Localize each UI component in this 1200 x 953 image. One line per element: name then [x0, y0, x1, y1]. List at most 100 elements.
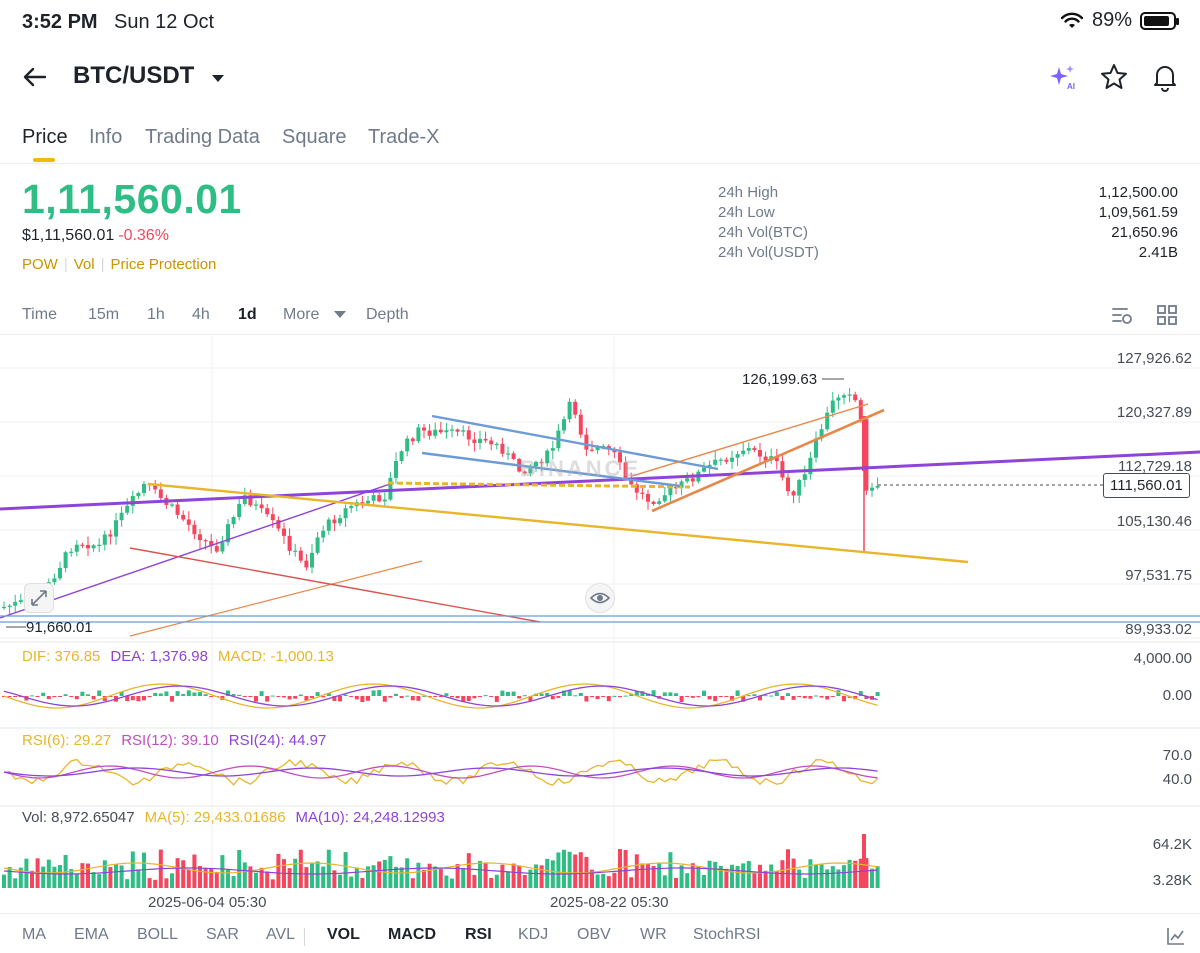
candle-body — [657, 501, 662, 504]
macd-bar — [864, 696, 869, 700]
macd-bar — [321, 696, 326, 698]
candle-body — [494, 443, 499, 446]
indicator-ma[interactable]: MA — [22, 926, 46, 943]
volume-bar — [758, 864, 762, 888]
candle-body — [326, 519, 331, 531]
macd-bar — [674, 693, 678, 696]
volume-bar — [853, 860, 858, 888]
volume-bar — [870, 868, 874, 888]
low-label: 91,660.01 — [26, 619, 93, 636]
macd-bar — [517, 696, 522, 699]
chart-area[interactable]: BINANCE 126,199.63 91,660.01 127,926.62 … — [0, 336, 1200, 892]
macd-bar — [550, 696, 555, 700]
macd-bar — [679, 696, 684, 702]
ai-sparkle-icon[interactable]: AI — [1048, 62, 1078, 92]
volume-bar — [483, 862, 488, 888]
expand-icon[interactable] — [24, 583, 54, 613]
indicator-boll[interactable]: BOLL — [137, 926, 178, 943]
volume-bar — [780, 860, 785, 888]
pair-title[interactable]: BTC/USDT — [73, 62, 195, 89]
volume-bar — [702, 874, 706, 888]
interval-time[interactable]: Time — [22, 306, 57, 323]
svg-text:AI: AI — [1067, 82, 1075, 91]
tab-trade-x[interactable]: Trade-X — [368, 126, 440, 148]
candle-body — [433, 429, 438, 436]
volume-bar — [819, 864, 824, 888]
volume-bar — [847, 859, 852, 888]
volume-bar — [181, 860, 186, 888]
macd-bar — [634, 691, 639, 696]
tab-price[interactable]: Price — [22, 126, 68, 148]
tab-square[interactable]: Square — [282, 126, 347, 148]
candle-body — [774, 456, 779, 462]
macd-bar — [730, 696, 734, 701]
date-label: 2025-06-04 05:30 — [148, 894, 267, 911]
macd-bar — [494, 696, 499, 702]
interval-depth[interactable]: Depth — [366, 306, 409, 323]
candle-body — [825, 412, 830, 430]
indicator-stochrsi[interactable]: StochRSI — [693, 926, 761, 943]
candle-body — [718, 459, 723, 461]
interval-bar: Time 15m 1h 4h 1d More Depth — [0, 297, 1200, 335]
chart-settings-icon[interactable] — [1110, 303, 1134, 327]
candle-body — [640, 492, 645, 494]
volume-bar — [354, 867, 359, 888]
indicator-sar[interactable]: SAR — [206, 926, 239, 943]
candle-body — [606, 446, 611, 449]
volume-bar — [248, 866, 253, 888]
candle-body — [545, 450, 550, 464]
indicator-vol[interactable]: VOL — [327, 926, 360, 943]
candle-body — [198, 534, 202, 541]
macd-bar — [338, 696, 342, 702]
price-axis-label: 120,327.89 — [1116, 404, 1192, 421]
indicator-wr[interactable]: WR — [640, 926, 667, 943]
volume-bar — [270, 879, 275, 888]
candle-body — [2, 606, 6, 609]
indicator-obv[interactable]: OBV — [577, 926, 611, 943]
candle-body — [634, 484, 639, 493]
indicator-rsi[interactable]: RSI — [465, 926, 492, 943]
candle-body — [646, 493, 650, 502]
candle-body — [819, 429, 824, 439]
interval-15m[interactable]: 15m — [88, 306, 120, 323]
star-icon[interactable] — [1099, 62, 1129, 92]
indicator-ema[interactable]: EMA — [74, 926, 109, 943]
indicator-settings-icon[interactable] — [1164, 924, 1188, 948]
tag-price-protection[interactable]: Price Protection — [110, 256, 217, 273]
price-axis-label: 112,729.18 — [1118, 458, 1192, 475]
bell-icon[interactable] — [1150, 62, 1180, 92]
volume-bar — [862, 834, 866, 888]
indicator-macd[interactable]: MACD — [388, 926, 436, 943]
interval-1h[interactable]: 1h — [147, 306, 165, 323]
interval-1d[interactable]: 1d — [238, 306, 257, 323]
macd-bar — [629, 694, 634, 696]
candle-body — [651, 501, 656, 504]
candle-body — [181, 514, 186, 520]
candle-body — [830, 400, 835, 413]
back-arrow-icon[interactable] — [20, 62, 50, 92]
volume-bar — [86, 863, 90, 888]
volume-bar — [657, 862, 662, 888]
eye-icon[interactable] — [585, 583, 615, 613]
volume-bar — [724, 868, 729, 888]
volume-bar — [707, 860, 712, 888]
volume-bar — [623, 849, 628, 888]
macd-bar — [315, 692, 320, 696]
macd-bar — [69, 696, 74, 697]
tab-info[interactable]: Info — [89, 126, 123, 148]
volume-bar — [394, 866, 398, 888]
candle-body — [472, 439, 477, 443]
grid-layout-icon[interactable] — [1155, 303, 1179, 327]
tab-trading-data[interactable]: Trading Data — [145, 126, 260, 148]
more-caret-icon[interactable] — [334, 311, 346, 319]
candle-body — [282, 528, 286, 536]
indicator-avl[interactable]: AVL — [266, 926, 296, 943]
indicator-kdj[interactable]: KDJ — [518, 926, 549, 943]
interval-4h[interactable]: 4h — [192, 306, 210, 323]
interval-more[interactable]: More — [283, 306, 320, 323]
tag-vol[interactable]: Vol — [73, 256, 95, 273]
tag-pow[interactable]: POW — [22, 256, 58, 273]
volume-bar — [769, 864, 774, 888]
pair-dropdown-icon[interactable] — [208, 68, 228, 88]
macd-bar — [399, 696, 404, 699]
